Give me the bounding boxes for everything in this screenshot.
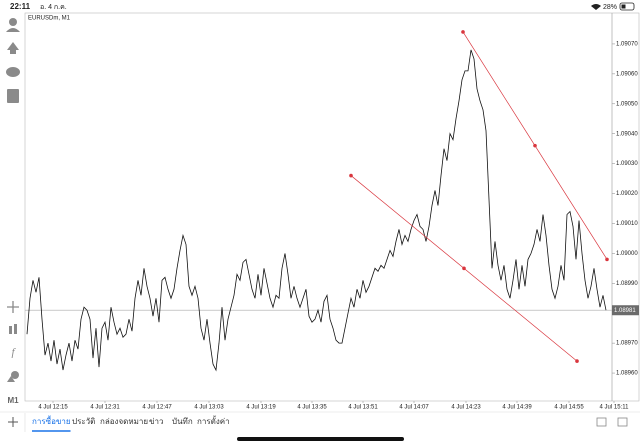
- y-tick-label: 1.09010: [616, 221, 638, 227]
- tab[interactable]: กล่องจดหมาย: [100, 417, 148, 426]
- chart-symbol: EURUSDm, M1: [28, 16, 71, 22]
- trendline-handle: [461, 30, 465, 34]
- trendline-handle: [533, 143, 537, 148]
- trendline-handle: [605, 257, 609, 262]
- trendline-handle: [349, 173, 353, 178]
- status-date: อ. 4 ก.ค.: [40, 4, 67, 11]
- y-tick-label: 1.08960: [616, 371, 638, 377]
- trendline-handle: [575, 359, 579, 363]
- y-tick-label: 1.08990: [616, 281, 638, 287]
- candles-icon[interactable]: [9, 326, 12, 334]
- x-tick-label: 4 Jul 12:15: [38, 405, 68, 411]
- x-tick-label: 4 Jul 14:55: [554, 405, 584, 411]
- left-toolbar: f: [6, 18, 20, 382]
- x-tick-label: 4 Jul 13:51: [348, 405, 378, 411]
- x-tick-label: 4 Jul 14:07: [399, 405, 429, 411]
- y-tick-label: 1.09050: [616, 101, 638, 107]
- battery-level: [621, 4, 626, 9]
- account-icon[interactable]: [9, 18, 17, 26]
- tab[interactable]: ข่าว: [149, 417, 163, 426]
- current-price-box: [612, 305, 639, 316]
- x-tick-label: 4 Jul 13:19: [246, 405, 276, 411]
- crosshair-icon[interactable]: [7, 301, 19, 313]
- x-tick-label: 4 Jul 12:47: [142, 405, 172, 411]
- tab[interactable]: การซื้อขาย: [32, 415, 71, 426]
- trade-icon[interactable]: [7, 42, 19, 54]
- tabs: การซื้อขาย ประวัติ กล่องจดหมาย ข่าว บันทึก กา…: [32, 415, 230, 432]
- y-tick-label: 1.09070: [616, 42, 638, 48]
- plot: 1.09070 1.09060 1.09050 1.09040 1.09030 1.090…: [25, 30, 639, 411]
- x-tick-label: 4 Jul 14:23: [451, 405, 481, 411]
- window-controls: [596, 417, 628, 427]
- trendline-handle: [462, 266, 466, 271]
- y-tick-label: 1.09030: [616, 161, 638, 167]
- chart-frame: [24, 12, 640, 402]
- x-tick-label: 4 Jul 12:31: [90, 405, 120, 411]
- x-tick-label: 4 Jul 15:11: [600, 405, 630, 411]
- objects-icon[interactable]: [11, 371, 19, 379]
- add-button[interactable]: [8, 417, 18, 427]
- y-tick-label: 1.08970: [616, 341, 638, 347]
- y-tick-label: 1.09020: [616, 191, 638, 197]
- price-line: [26, 49, 607, 372]
- battery-icon: [619, 2, 635, 11]
- candles-icon-2: [14, 324, 17, 334]
- tab[interactable]: การตั้งค่า: [197, 415, 230, 426]
- status-time: 22:11: [10, 2, 31, 11]
- x-tick-label: 4 Jul 14:39: [502, 405, 532, 411]
- chat-icon[interactable]: [6, 67, 20, 77]
- indicators-icon[interactable]: f: [11, 347, 16, 359]
- tab[interactable]: บันทึก: [172, 417, 193, 426]
- y-tick-label: 1.09000: [616, 251, 638, 257]
- account-icon-body: [6, 28, 20, 32]
- current-price-label: 1.08981: [614, 308, 636, 314]
- home-indicator: [237, 437, 404, 441]
- window-icon[interactable]: [596, 417, 607, 427]
- y-tick-label: 1.09040: [616, 131, 638, 137]
- x-tick-label: 4 Jul 13:03: [194, 405, 224, 411]
- x-tick-label: 4 Jul 13:35: [297, 405, 327, 411]
- timeframe-button[interactable]: M1: [7, 396, 19, 405]
- objects-icon-2: [7, 376, 15, 382]
- status-battery: 28%: [603, 4, 617, 11]
- tab[interactable]: ประวัติ: [72, 417, 95, 426]
- y-tick-label: 1.09060: [616, 71, 638, 77]
- window-icon-2[interactable]: [617, 417, 628, 427]
- wifi-icon: [591, 4, 601, 10]
- new-order-icon[interactable]: [7, 89, 19, 103]
